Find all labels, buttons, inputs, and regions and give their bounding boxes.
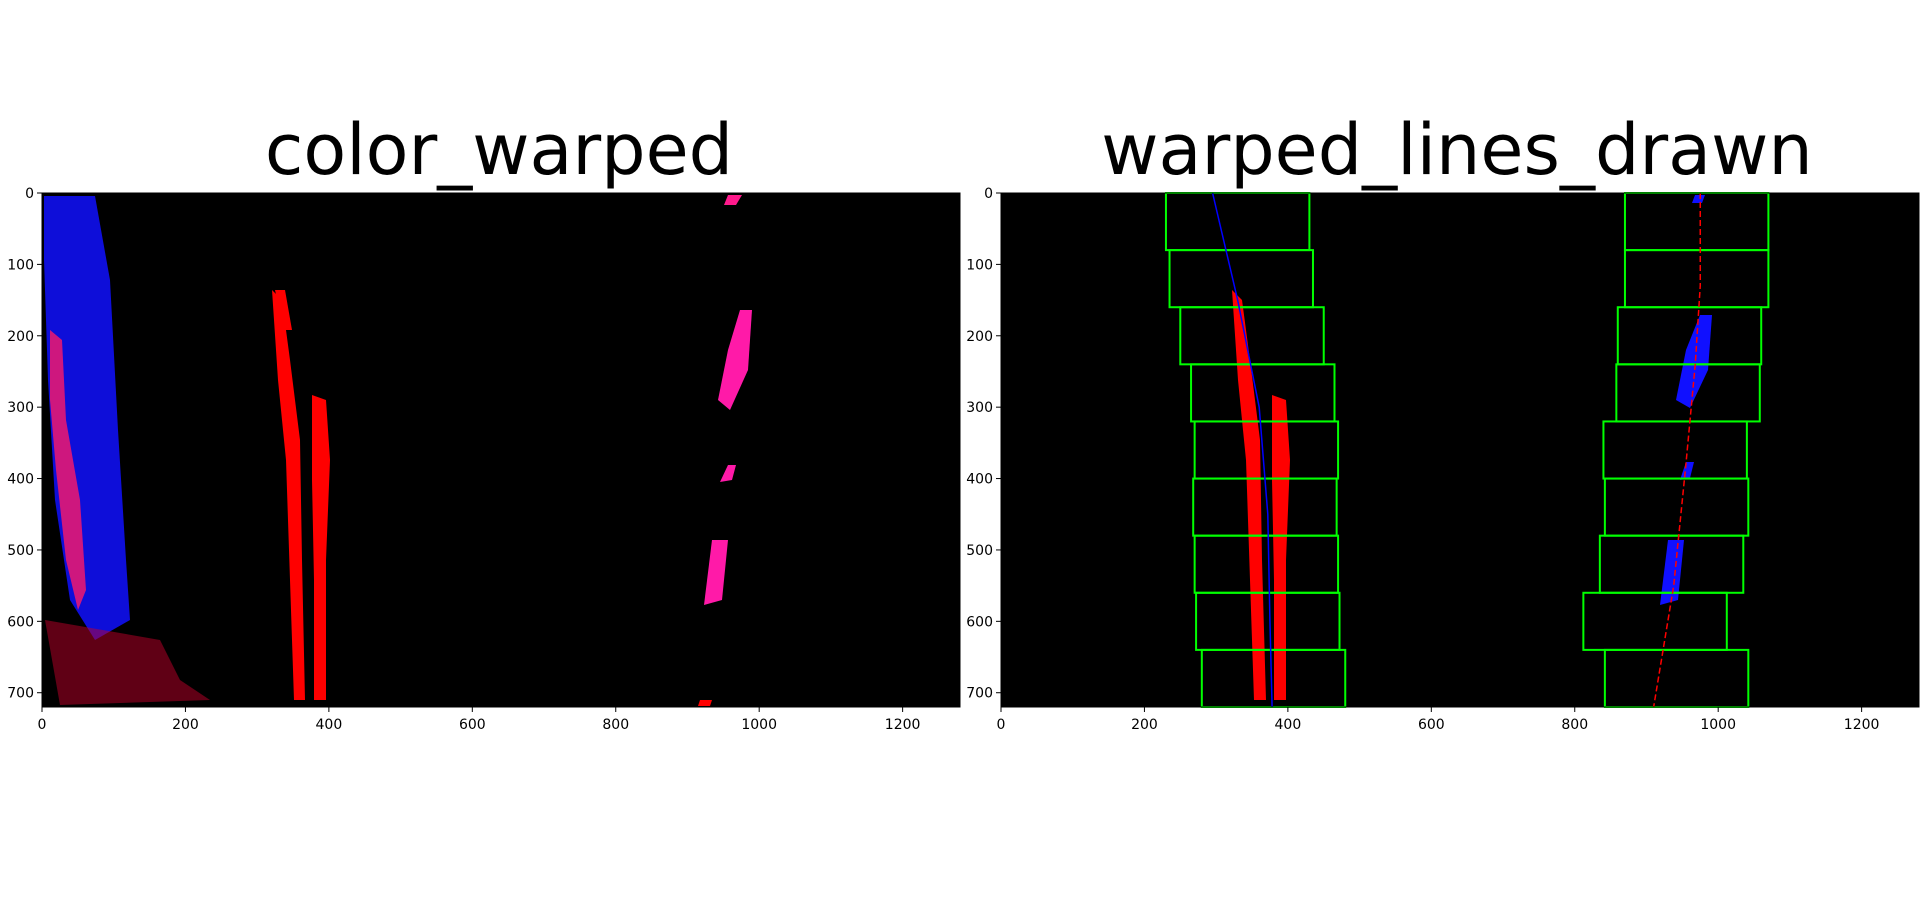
y-tick-label: 400 — [966, 472, 993, 488]
red-bottom-noise — [45, 620, 210, 705]
panel-warped-lines-drawn: warped_lines_drawn 0 200 400 600 800 1000 1200… — [966, 109, 1920, 733]
y-tick-label: 0 — [25, 186, 34, 202]
left-lane-line-outer — [272, 290, 305, 700]
left-lane-pixels-outer — [1232, 290, 1266, 700]
x-tick-label: 1200 — [885, 717, 921, 733]
color-warped-image — [42, 193, 960, 707]
right-fit-line — [1652, 193, 1702, 708]
x-axis-ticks: 0 200 400 600 800 1000 1200 — [38, 707, 921, 733]
right-lane-bottom-fragment — [698, 700, 712, 706]
y-tick-label: 700 — [7, 686, 34, 702]
y-tick-label: 500 — [966, 543, 993, 559]
x-tick-label: 1000 — [741, 717, 777, 733]
y-tick-label: 200 — [7, 329, 34, 345]
x-tick-label: 0 — [38, 717, 47, 733]
right-lane-dash-3 — [704, 540, 728, 605]
x-tick-label: 1200 — [1844, 717, 1880, 733]
left-lane-top-dash — [275, 290, 292, 330]
magenta-edge-region — [50, 330, 86, 610]
right-lane-pixels-2 — [1680, 462, 1694, 480]
x-tick-label: 600 — [459, 717, 486, 733]
image-background — [1001, 193, 1919, 707]
axes-frame — [41, 192, 961, 708]
left-lane-pixels-inner — [1272, 395, 1290, 700]
y-tick-label: 700 — [966, 686, 993, 702]
y-tick-label: 600 — [7, 614, 34, 630]
y-tick-label: 300 — [7, 400, 34, 416]
x-tick-label: 400 — [316, 717, 343, 733]
x-tick-label: 800 — [1561, 717, 1588, 733]
title-warped-lines-drawn: warped_lines_drawn — [1101, 109, 1812, 191]
y-tick-label: 100 — [7, 257, 34, 273]
y-tick-label: 200 — [966, 329, 993, 345]
y-tick-label: 500 — [7, 543, 34, 559]
panel-color-warped: color_warped 0 200 400 600 800 1000 1200 0 100 2… — [7, 109, 961, 733]
right-lane-pixels-1 — [1676, 315, 1712, 408]
title-color-warped: color_warped — [265, 109, 733, 191]
y-tick-label: 600 — [966, 614, 993, 630]
y-tick-label: 100 — [966, 257, 993, 273]
x-tick-label: 200 — [172, 717, 199, 733]
y-axis-ticks: 0 100 200 300 400 500 600 700 — [7, 186, 42, 702]
x-tick-label: 600 — [1418, 717, 1445, 733]
x-axis-ticks: 0 200 400 600 800 1000 1200 — [997, 707, 1880, 733]
axes-frame — [1000, 192, 1920, 708]
x-tick-label: 800 — [602, 717, 629, 733]
right-lane-dash-2 — [720, 465, 736, 482]
x-tick-label: 1000 — [1700, 717, 1736, 733]
x-tick-label: 200 — [1131, 717, 1158, 733]
right-lane-dash-1 — [718, 310, 752, 410]
y-axis-ticks: 0 100 200 300 400 500 600 700 — [966, 186, 1001, 702]
left-lane-line-inner — [312, 395, 330, 700]
right-lane-top-fragment — [724, 195, 742, 205]
y-tick-label: 300 — [966, 400, 993, 416]
y-tick-label: 0 — [984, 186, 993, 202]
image-background — [42, 193, 960, 707]
right-lane-pixels-top — [1692, 195, 1705, 203]
y-tick-label: 400 — [7, 472, 34, 488]
x-tick-label: 400 — [1275, 717, 1302, 733]
right-lane-pixels-3 — [1660, 540, 1684, 605]
x-tick-label: 0 — [997, 717, 1006, 733]
left-fit-line — [1211, 192, 1273, 708]
warped-lines-image — [1001, 192, 1919, 709]
